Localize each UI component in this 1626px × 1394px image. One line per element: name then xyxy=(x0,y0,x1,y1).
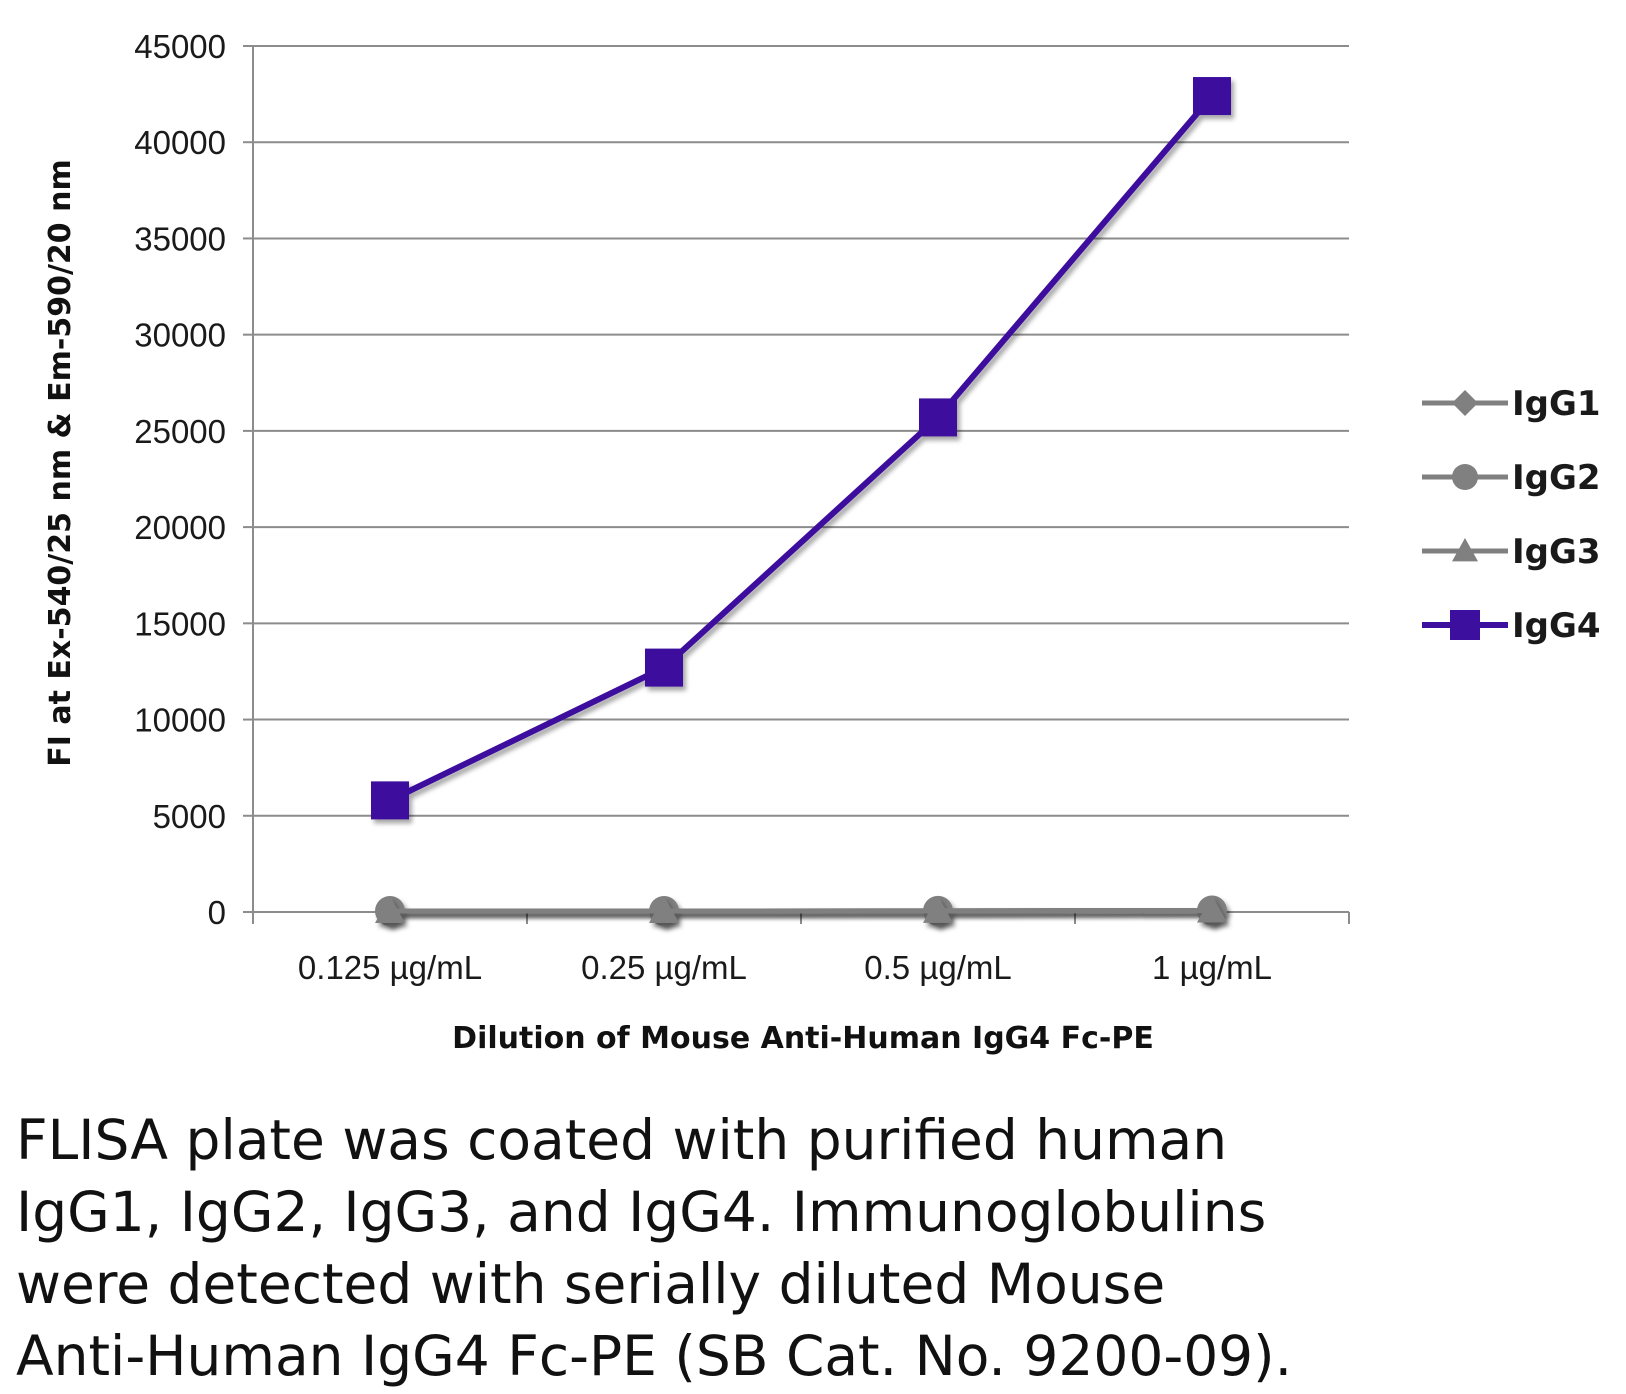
data-point xyxy=(371,781,409,820)
legend-label: IgG2 xyxy=(1512,458,1601,498)
data-point xyxy=(645,648,683,687)
legend-label: IgG1 xyxy=(1512,384,1601,424)
data-point xyxy=(923,895,953,923)
x-tick-label: 0.25 µg/mL xyxy=(581,949,747,986)
y-tick-label: 5000 xyxy=(153,798,226,835)
data-point xyxy=(1193,77,1231,116)
data-point xyxy=(649,896,679,924)
y-tick-label: 30000 xyxy=(134,317,226,354)
legend-marker xyxy=(1450,610,1480,640)
legend-label: IgG4 xyxy=(1512,606,1601,646)
legend-marker xyxy=(1452,538,1478,562)
x-tick-label: 0.5 µg/mL xyxy=(864,949,1011,986)
y-tick-label: 15000 xyxy=(134,605,226,642)
legend-item: IgG4 xyxy=(1422,606,1601,646)
x-tick-label: 1 µg/mL xyxy=(1152,949,1272,986)
y-tick-label: 35000 xyxy=(134,220,226,257)
y-tick-label: 45000 xyxy=(134,28,226,65)
series-IgG3 xyxy=(375,895,1227,924)
series-lines xyxy=(371,77,1231,927)
y-axis-title: FI at Ex-540/25 nm & Em-590/20 nm xyxy=(43,159,78,766)
data-point xyxy=(919,398,957,437)
y-tick-label: 25000 xyxy=(134,413,226,450)
data-point xyxy=(1197,895,1227,923)
y-tick-labels: 0 5000 10000 15000 20000 25000 30000 35000 40000… xyxy=(134,28,226,931)
figure-caption: FLISA plate was coated with purified hum… xyxy=(16,1108,1293,1388)
series-line xyxy=(390,907,1213,914)
y-tick-label: 0 xyxy=(208,894,226,931)
x-tick-label: 0.125 µg/mL xyxy=(298,949,482,986)
legend-item: IgG3 xyxy=(1422,532,1601,572)
legend-marker xyxy=(1452,464,1478,490)
y-tick-label: 20000 xyxy=(134,509,226,546)
x-axis-title: Dilution of Mouse Anti-Human IgG4 Fc-PE xyxy=(452,1021,1154,1056)
legend: IgG1 IgG2 IgG3 IgG4 xyxy=(1422,384,1601,646)
x-tick-labels: 0.125 µg/mL 0.25 µg/mL 0.5 µg/mL 1 µg/mL xyxy=(298,949,1272,986)
y-tick-label: 40000 xyxy=(134,124,226,161)
legend-label: IgG3 xyxy=(1512,532,1601,572)
legend-item: IgG1 xyxy=(1422,384,1601,424)
legend-item: IgG2 xyxy=(1422,458,1601,498)
legend-marker xyxy=(1452,390,1478,416)
series-IgG4 xyxy=(371,77,1231,820)
gridlines xyxy=(253,45,1349,817)
y-tick-label: 10000 xyxy=(134,702,226,739)
chart: 0 5000 10000 15000 20000 25000 30000 35000 40000… xyxy=(43,28,1601,1056)
data-point xyxy=(375,896,405,924)
series-line xyxy=(388,94,1215,804)
